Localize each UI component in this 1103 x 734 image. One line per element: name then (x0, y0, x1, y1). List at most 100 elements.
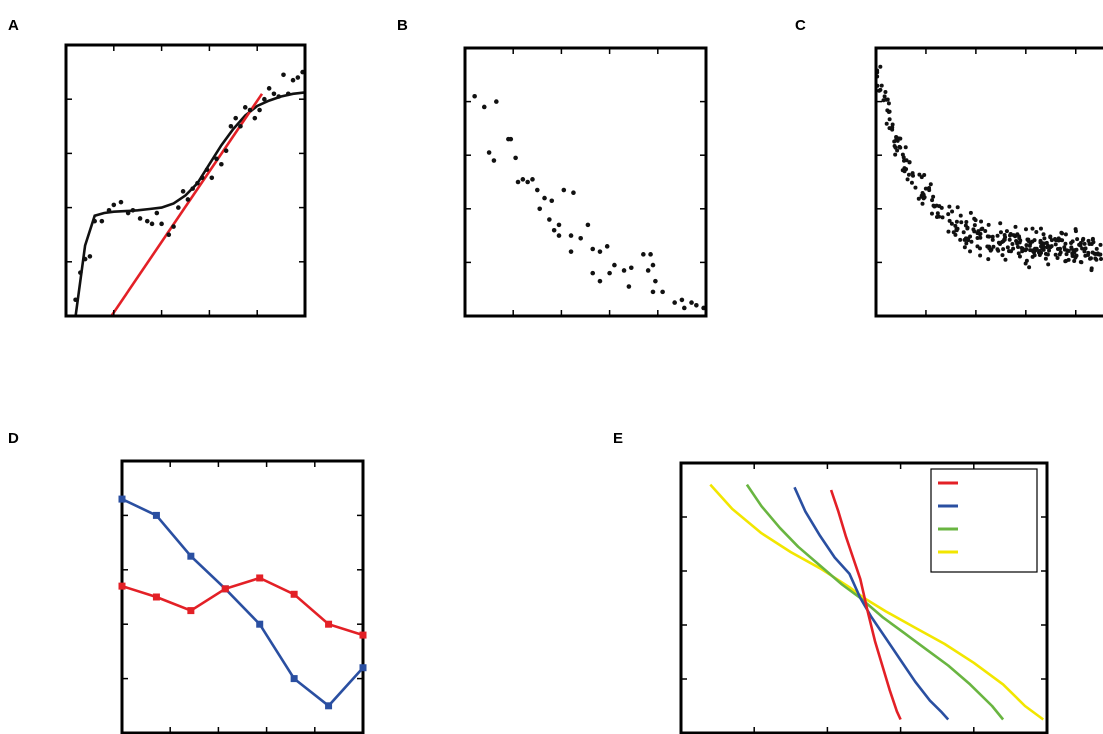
series-marker (256, 620, 264, 628)
data-point (262, 96, 267, 102)
data-point (955, 205, 960, 210)
data-point (884, 97, 889, 102)
data-point (930, 198, 935, 203)
data-point (890, 122, 895, 127)
data-point (99, 218, 105, 224)
data-point (979, 219, 984, 224)
data-point (879, 83, 884, 88)
data-point (987, 234, 992, 239)
panel-c-plot (874, 46, 1103, 318)
panel-e-plot (679, 461, 1049, 734)
data-point (1063, 232, 1068, 237)
data-point (959, 220, 964, 225)
data-point (940, 215, 945, 220)
series-marker (325, 620, 333, 628)
data-point (1074, 253, 1079, 258)
data-point (965, 226, 970, 231)
data-point (214, 156, 219, 162)
data-point (276, 94, 282, 99)
data-point (1064, 258, 1069, 263)
data-point (961, 230, 966, 235)
data-point (990, 234, 995, 239)
data-point (958, 213, 963, 218)
data-point (578, 235, 583, 241)
data-point (935, 211, 940, 216)
data-point (1023, 227, 1028, 232)
data-point (626, 284, 632, 289)
data-point (266, 86, 272, 91)
data-point (1057, 252, 1062, 257)
data-point (968, 234, 973, 239)
series-line (121, 497, 364, 708)
data-point (233, 115, 238, 121)
data-point (1042, 236, 1047, 241)
data-point (199, 175, 205, 181)
data-point (525, 179, 530, 185)
data-point (1062, 245, 1067, 250)
panel-label-d: D (8, 430, 19, 447)
fit-curve (74, 91, 305, 316)
data-point (1078, 259, 1083, 264)
data-point (1046, 262, 1051, 267)
data-point (1058, 246, 1063, 251)
data-point (998, 241, 1003, 246)
data-point (171, 224, 176, 229)
data-point (551, 227, 557, 233)
data-point (1034, 246, 1039, 251)
plot-frame-e (679, 461, 1049, 734)
data-point (1027, 265, 1032, 270)
data-point (1075, 237, 1080, 242)
data-point (977, 246, 982, 251)
data-point (82, 256, 88, 262)
data-point (228, 124, 234, 129)
data-point (927, 188, 932, 193)
linear-fit-line (110, 93, 264, 316)
data-point (561, 187, 567, 193)
data-point (887, 117, 892, 122)
data-point (995, 233, 1000, 238)
data-point (991, 244, 996, 249)
data-point (964, 219, 969, 224)
data-point (1038, 226, 1043, 231)
data-point (936, 214, 941, 219)
data-point (568, 233, 574, 238)
data-point (963, 223, 968, 228)
data-point (1088, 256, 1093, 261)
plot-frame-b (463, 46, 708, 318)
data-point (571, 190, 576, 196)
data-point (1032, 238, 1037, 243)
data-point (1001, 247, 1006, 252)
data-point (975, 231, 980, 236)
data-point (894, 135, 899, 140)
data-point (923, 186, 928, 191)
data-point (1078, 243, 1083, 248)
data-point (1082, 241, 1087, 246)
data-point (990, 237, 995, 242)
data-point (1024, 243, 1029, 248)
series-curve (745, 483, 1005, 721)
data-point (878, 64, 883, 69)
data-point (1028, 248, 1033, 253)
data-point (966, 238, 971, 243)
data-point (219, 161, 224, 167)
data-point (252, 115, 258, 121)
data-point (1009, 249, 1014, 254)
series-marker (290, 590, 298, 598)
data-point (886, 101, 891, 106)
data-point (1093, 256, 1098, 261)
scatter-points (876, 64, 1103, 273)
data-point (645, 268, 651, 273)
data-point (962, 245, 967, 250)
series-marker (152, 511, 160, 519)
data-point (983, 228, 988, 233)
data-point (893, 145, 898, 150)
data-point (1081, 236, 1086, 241)
data-point (1023, 261, 1028, 266)
data-point (1017, 254, 1022, 259)
data-point (92, 218, 97, 224)
data-point (1083, 253, 1088, 258)
series-marker (118, 495, 126, 503)
data-point (910, 171, 915, 176)
panel-d-plot (118, 459, 367, 734)
data-point (907, 160, 912, 165)
